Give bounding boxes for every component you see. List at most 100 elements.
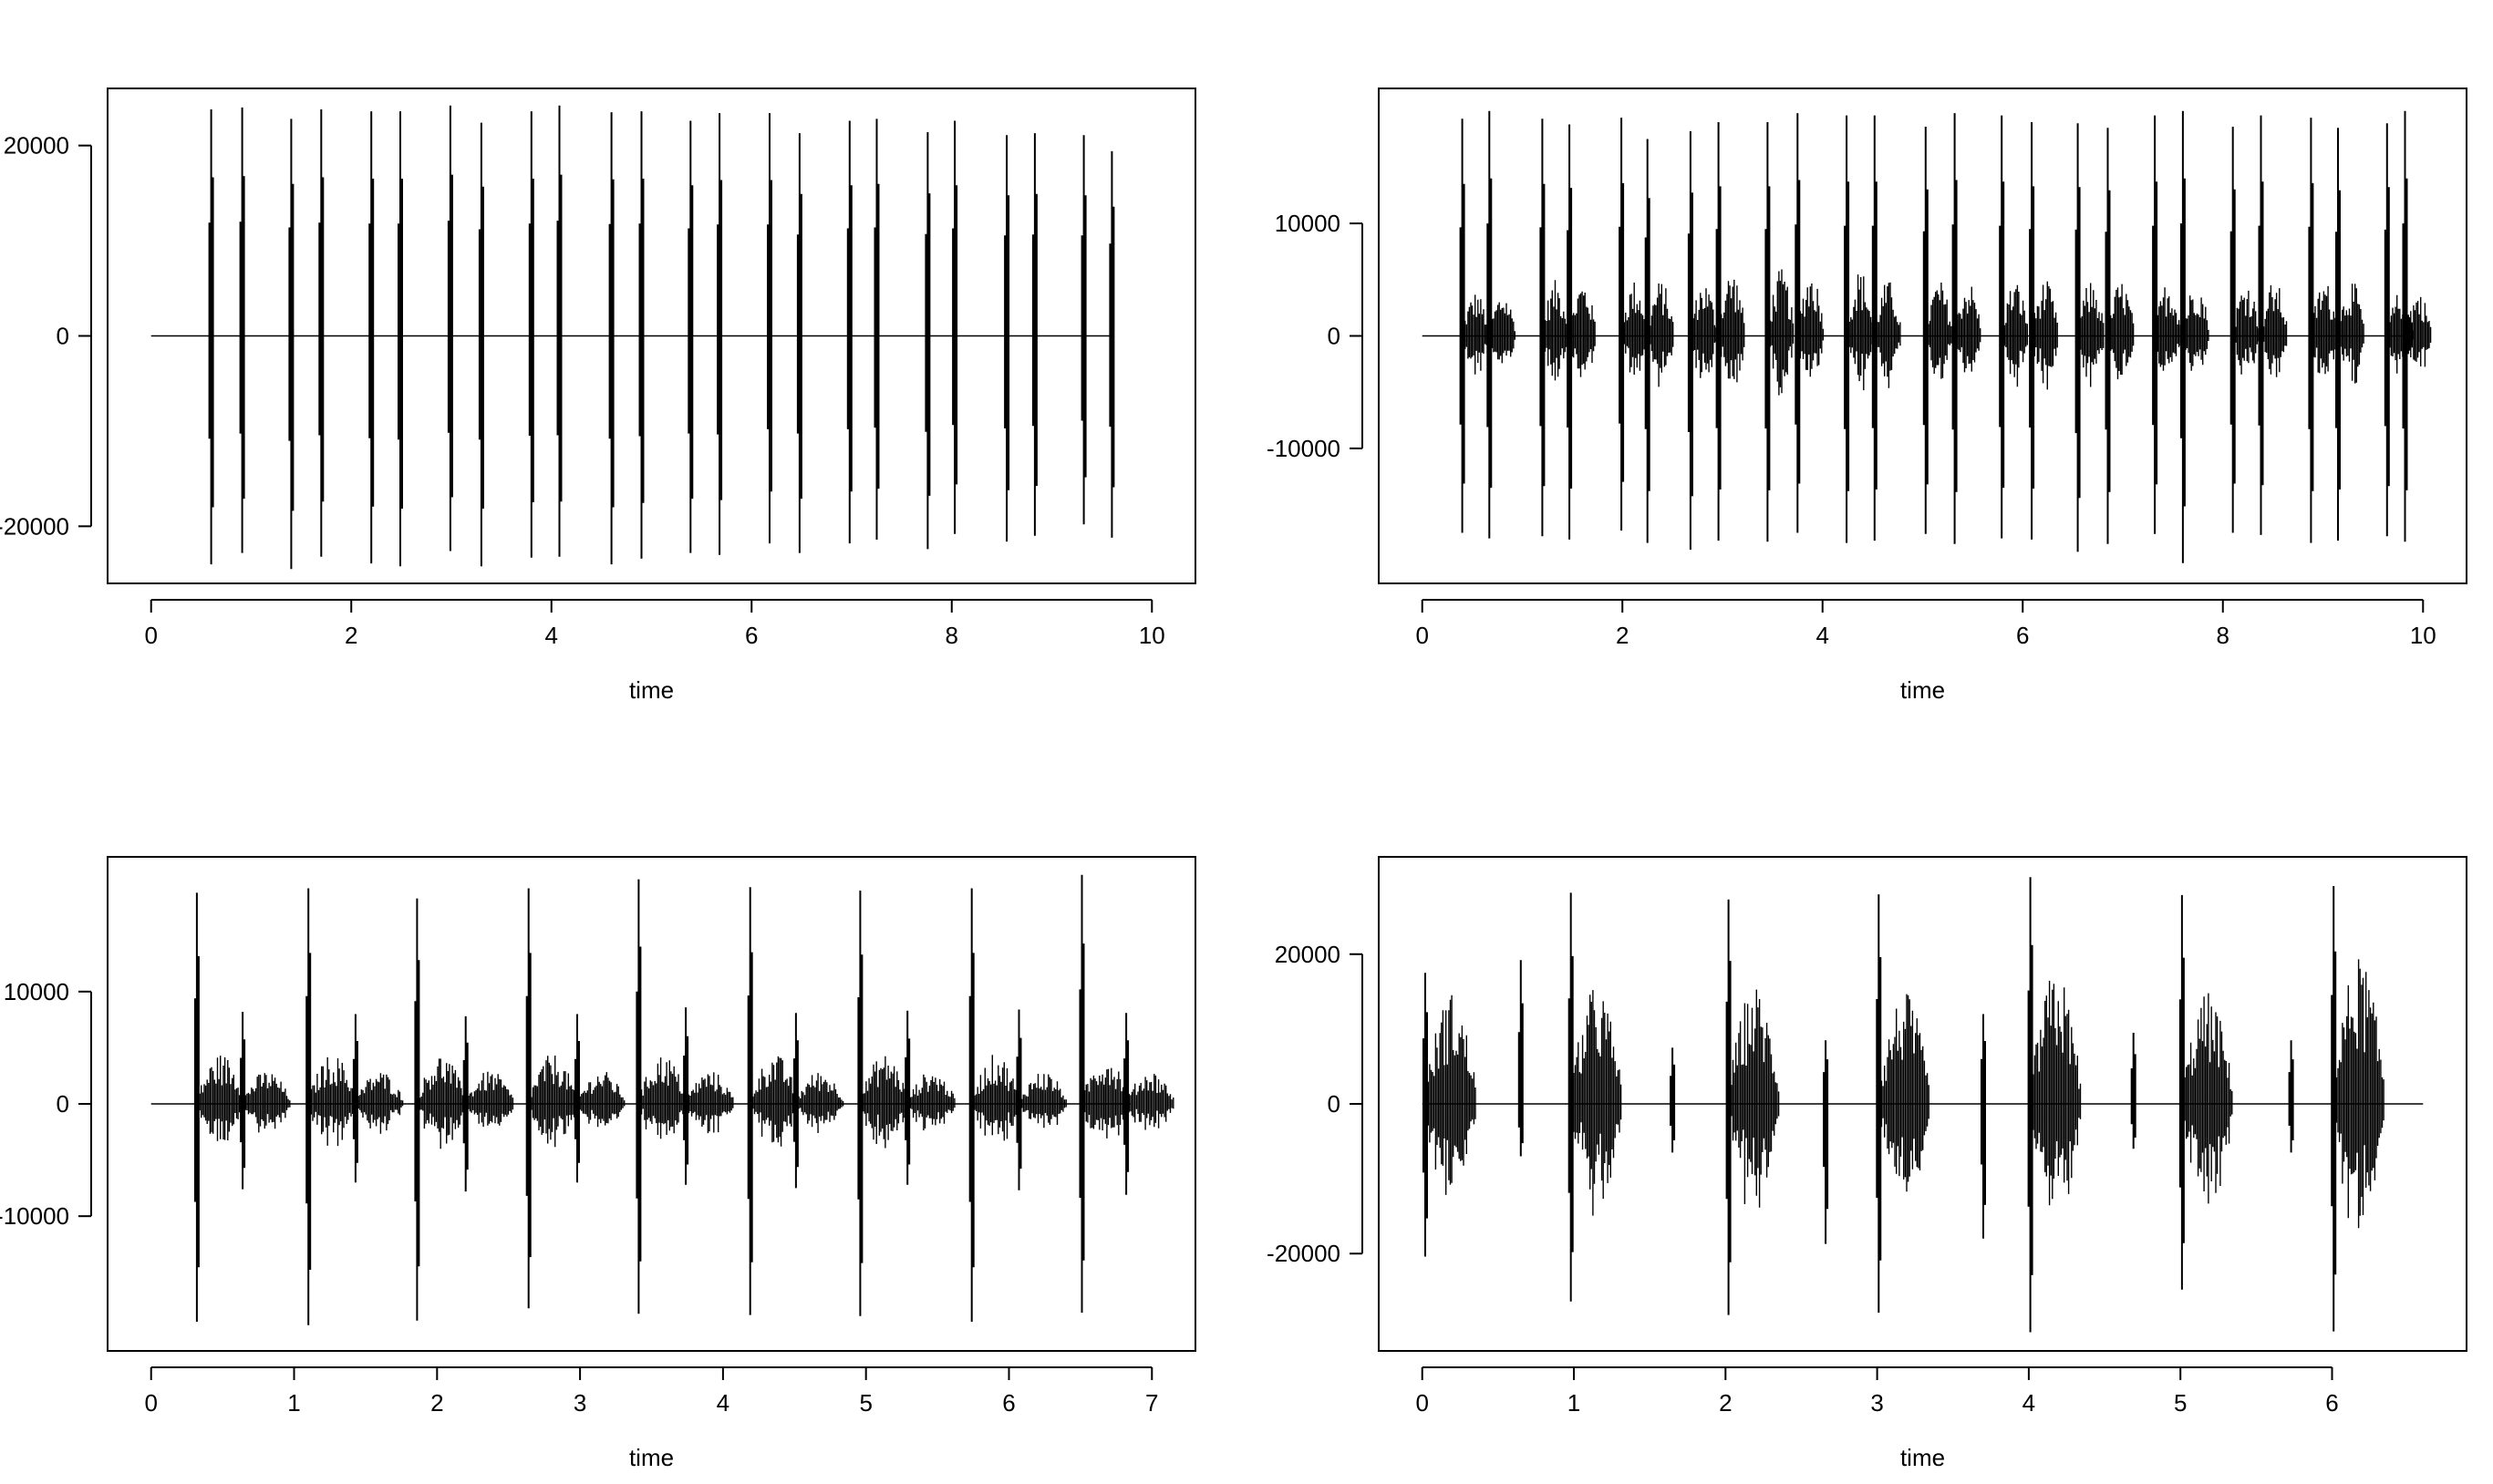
waveform-spike xyxy=(2152,115,2158,534)
y-tick-label: 0 xyxy=(1328,1090,1340,1118)
waveform-burst xyxy=(416,1058,465,1149)
waveform-spike xyxy=(1123,1013,1130,1195)
waveform-panel-bottom-right: 0 1 2 3 4 5 6 -20000 0 20000 time xyxy=(1267,856,2467,1471)
waveform-spike xyxy=(478,122,484,567)
y-tick-label: -10000 xyxy=(0,1202,69,1230)
waveform-spike xyxy=(608,112,615,565)
waveform-burst xyxy=(1925,283,1952,379)
waveform-spike xyxy=(767,113,772,544)
waveform-spike xyxy=(239,107,245,553)
waveform-spike xyxy=(447,105,453,551)
waveform-burst xyxy=(2029,980,2082,1206)
waveform-burst xyxy=(1874,282,1901,388)
x-tick-label: 0 xyxy=(1415,1389,1428,1417)
waveform-spike xyxy=(1567,892,1574,1302)
x-tick-label: 6 xyxy=(2016,622,2029,649)
waveform-panel-top-left: 0 2 4 6 8 10 -20000 0 20000 time xyxy=(0,88,1196,704)
x-tick-label: 2 xyxy=(1616,622,1629,649)
plot-frame xyxy=(1378,856,2467,1352)
x-tick-label: 4 xyxy=(2022,1389,2035,1417)
waveform-burst xyxy=(2154,287,2181,371)
x-tick-label: 0 xyxy=(1415,622,1428,649)
waveform-spike xyxy=(857,891,864,1316)
waveform-burst xyxy=(2337,283,2364,384)
waveform-spike xyxy=(688,120,694,553)
x-tick-label: 0 xyxy=(144,622,157,649)
waveform-burst xyxy=(1953,286,1981,373)
waveform-burst xyxy=(971,1055,1020,1141)
x-tick-label: 3 xyxy=(1870,1389,1883,1417)
waveform-spike xyxy=(1004,135,1010,542)
waveform-spike xyxy=(968,888,975,1322)
waveform-burst xyxy=(1620,283,1648,375)
x-tick-label: 6 xyxy=(2325,1389,2338,1417)
x-tick-label: 5 xyxy=(859,1389,872,1417)
waveform-burst xyxy=(1878,994,1929,1192)
x-tick-label: 5 xyxy=(2174,1389,2187,1417)
plot-frame xyxy=(107,88,1196,584)
waveform-spike xyxy=(874,119,880,540)
waveform-burst xyxy=(1018,1074,1067,1128)
waveform-spike xyxy=(2288,1040,2294,1153)
waveform-spike xyxy=(2027,877,2033,1333)
waveform-burst xyxy=(1846,274,1873,391)
x-tick-label: 10 xyxy=(2410,622,2436,649)
waveform-panel-top-right: 0 2 4 6 8 10 -10000 0 10000 time xyxy=(1267,88,2467,704)
waveform-burst xyxy=(1717,279,1745,383)
waveform-spike xyxy=(193,892,200,1322)
waveform-burst xyxy=(685,1072,734,1134)
waveform-spike xyxy=(1081,135,1087,525)
waveform-spike xyxy=(1109,150,1115,538)
waveform-spike xyxy=(462,1015,469,1192)
waveform-spike xyxy=(2402,110,2408,542)
waveform-spike xyxy=(1644,139,1650,543)
waveform-burst xyxy=(1541,280,1569,381)
waveform-spike xyxy=(525,888,532,1309)
waveform-spike xyxy=(288,119,295,570)
y-tick-label: 20000 xyxy=(4,132,69,160)
waveform-spike xyxy=(1016,1009,1022,1190)
waveform-burst xyxy=(2232,290,2260,375)
waveform-panel-bottom-left: 0 1 2 3 4 5 6 7 -10000 0 10000 time xyxy=(0,856,1196,1471)
waveform-spike xyxy=(2229,127,2236,533)
x-tick-label: 1 xyxy=(1567,1389,1580,1417)
waveform-spike xyxy=(952,120,958,534)
waveform-spike xyxy=(2258,115,2264,535)
waveform-spike xyxy=(1687,130,1693,550)
waveform-burst xyxy=(1570,990,1622,1216)
waveform-spike xyxy=(2105,128,2111,544)
waveform-spike xyxy=(1764,122,1771,542)
waveform-burst xyxy=(859,1056,908,1149)
waveform-burst xyxy=(1488,302,1515,364)
y-tick-label: 20000 xyxy=(1275,941,1340,968)
waveform-burst xyxy=(637,1057,687,1139)
waveform-spike xyxy=(1951,113,1958,544)
waveform-spike xyxy=(2179,110,2186,563)
waveform-burst xyxy=(1727,989,1780,1208)
waveform-spike xyxy=(1725,899,1732,1315)
x-tick-label: 4 xyxy=(717,1389,729,1417)
waveform-spike xyxy=(796,133,802,553)
waveform-burst xyxy=(2260,285,2288,377)
y-tick-label: -10000 xyxy=(1267,435,1340,462)
waveform-burst xyxy=(2333,959,2384,1229)
waveform-burst xyxy=(2001,284,2028,387)
waveform-spike xyxy=(2029,122,2035,540)
waveform-spike xyxy=(1715,122,1722,541)
waveform-spike xyxy=(638,111,645,559)
x-tick-label: 2 xyxy=(1719,1389,1732,1417)
waveform-spike xyxy=(747,887,753,1315)
waveform-burst xyxy=(2031,281,2058,390)
waveform-spike xyxy=(1871,115,1878,541)
waveform-spike xyxy=(368,111,375,564)
waveform-burst xyxy=(1766,269,1795,396)
x-tick-label: 8 xyxy=(2217,622,2229,649)
waveform-spike xyxy=(240,1012,246,1190)
waveform-burst xyxy=(528,1056,577,1148)
waveform-burst xyxy=(1461,294,1489,375)
waveform-spike xyxy=(574,1014,580,1183)
plot-frame xyxy=(1378,88,2467,584)
waveform-spike xyxy=(352,1014,358,1183)
x-tick-label: 4 xyxy=(545,622,558,649)
